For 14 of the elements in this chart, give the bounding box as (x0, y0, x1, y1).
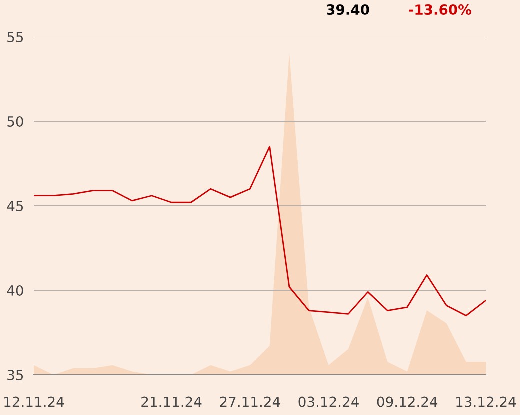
x-tick-label: 09.12.24 (377, 396, 438, 408)
y-tick-label: 40 (7, 285, 24, 296)
x-tick-label: 27.11.24 (220, 396, 280, 408)
x-tick-label: 03.12.24 (298, 396, 359, 408)
text: -13.60% (409, 4, 472, 16)
y-tick-label: 35 (8, 370, 24, 380)
y-tick-label: 50 (8, 116, 24, 127)
y-tick-label: 55 (8, 32, 24, 42)
x-tick-label: 12.11.24 (4, 396, 64, 408)
x-tick-label: 13.12.24 (456, 396, 516, 408)
y-tick-label: 45 (7, 201, 24, 212)
x-tick-label: 21.11.24 (142, 396, 202, 408)
text: 39.40 (327, 4, 370, 16)
line-series (34, 146, 486, 317)
